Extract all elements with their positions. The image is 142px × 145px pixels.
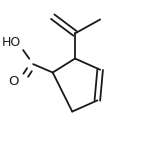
Text: HO: HO bbox=[2, 36, 21, 49]
Text: O: O bbox=[9, 75, 19, 88]
